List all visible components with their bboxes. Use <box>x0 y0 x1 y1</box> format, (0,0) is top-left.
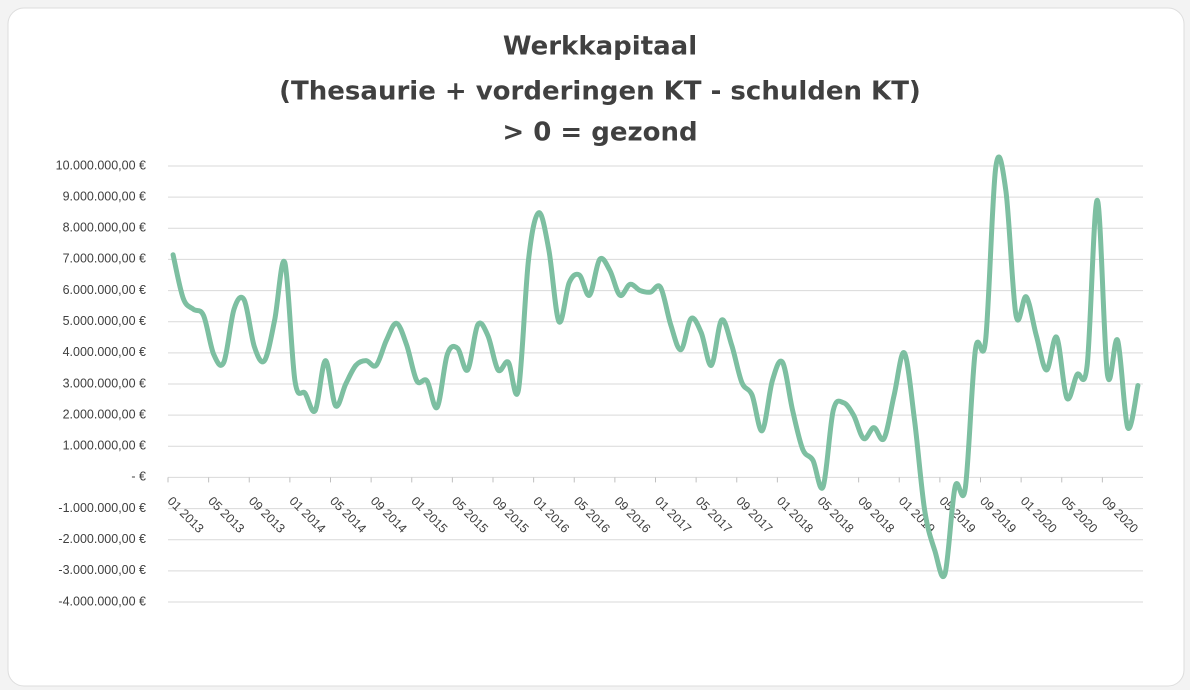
y-tick-label: -3.000.000,00 € <box>58 563 146 577</box>
card <box>7 7 1185 687</box>
chart-title: Werkkapitaal <box>503 32 697 62</box>
y-tick-label: 2.000.000,00 € <box>63 407 146 421</box>
y-tick-label: 8.000.000,00 € <box>63 221 146 235</box>
y-tick-label: 3.000.000,00 € <box>63 376 146 390</box>
chart-subtitle: > 0 = gezond <box>502 118 697 148</box>
y-tick-label: 10.000.000,00 € <box>56 158 146 172</box>
y-tick-label: -1.000.000,00 € <box>58 501 146 515</box>
y-tick-label: - € <box>131 470 146 484</box>
y-tick-label: 1.000.000,00 € <box>63 439 146 453</box>
y-tick-label: -2.000.000,00 € <box>58 532 146 546</box>
line-series <box>170 154 1141 579</box>
y-tick-label: -4.000.000,00 € <box>58 594 146 608</box>
y-tick-label: 7.000.000,00 € <box>63 252 146 266</box>
y-tick-label: 6.000.000,00 € <box>63 283 146 297</box>
y-tick-label: 4.000.000,00 € <box>63 345 146 359</box>
y-tick-label: 5.000.000,00 € <box>63 314 146 328</box>
chart-subtitle: (Thesaurie + vorderingen KT - schulden K… <box>279 77 921 107</box>
y-tick-label: 9.000.000,00 € <box>63 189 146 203</box>
